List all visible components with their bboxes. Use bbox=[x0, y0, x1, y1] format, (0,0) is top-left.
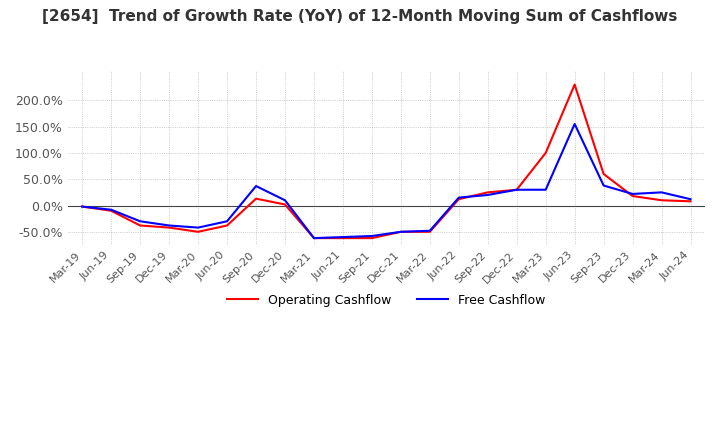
Free Cashflow bbox=[107, 207, 115, 213]
Free Cashflow bbox=[454, 195, 463, 200]
Operating Cashflow bbox=[686, 199, 695, 204]
Free Cashflow bbox=[513, 187, 521, 192]
Operating Cashflow bbox=[107, 208, 115, 213]
Operating Cashflow bbox=[570, 82, 579, 87]
Operating Cashflow bbox=[513, 187, 521, 192]
Free Cashflow bbox=[281, 198, 289, 203]
Free Cashflow bbox=[165, 223, 174, 228]
Line: Operating Cashflow: Operating Cashflow bbox=[82, 84, 690, 238]
Free Cashflow bbox=[629, 191, 637, 197]
Operating Cashflow bbox=[454, 197, 463, 202]
Operating Cashflow bbox=[599, 171, 608, 176]
Operating Cashflow bbox=[629, 194, 637, 199]
Operating Cashflow bbox=[426, 229, 434, 235]
Operating Cashflow bbox=[194, 229, 202, 235]
Free Cashflow bbox=[426, 228, 434, 233]
Operating Cashflow bbox=[281, 202, 289, 207]
Free Cashflow bbox=[194, 225, 202, 230]
Free Cashflow bbox=[686, 197, 695, 202]
Line: Free Cashflow: Free Cashflow bbox=[82, 124, 690, 238]
Operating Cashflow bbox=[310, 235, 318, 241]
Free Cashflow bbox=[78, 204, 86, 209]
Free Cashflow bbox=[570, 121, 579, 127]
Free Cashflow bbox=[599, 183, 608, 188]
Operating Cashflow bbox=[397, 229, 405, 235]
Operating Cashflow bbox=[338, 235, 347, 241]
Operating Cashflow bbox=[252, 196, 261, 202]
Operating Cashflow bbox=[368, 235, 377, 241]
Operating Cashflow bbox=[222, 223, 231, 228]
Free Cashflow bbox=[136, 219, 145, 224]
Text: [2654]  Trend of Growth Rate (YoY) of 12-Month Moving Sum of Cashflows: [2654] Trend of Growth Rate (YoY) of 12-… bbox=[42, 9, 678, 24]
Free Cashflow bbox=[657, 190, 666, 195]
Operating Cashflow bbox=[136, 223, 145, 228]
Operating Cashflow bbox=[165, 225, 174, 230]
Free Cashflow bbox=[483, 192, 492, 198]
Operating Cashflow bbox=[78, 204, 86, 209]
Free Cashflow bbox=[252, 183, 261, 189]
Free Cashflow bbox=[338, 235, 347, 240]
Operating Cashflow bbox=[657, 198, 666, 203]
Operating Cashflow bbox=[483, 190, 492, 195]
Free Cashflow bbox=[368, 233, 377, 238]
Operating Cashflow bbox=[541, 150, 550, 156]
Free Cashflow bbox=[541, 187, 550, 192]
Free Cashflow bbox=[310, 235, 318, 241]
Free Cashflow bbox=[397, 229, 405, 235]
Free Cashflow bbox=[222, 219, 231, 224]
Legend: Operating Cashflow, Free Cashflow: Operating Cashflow, Free Cashflow bbox=[222, 289, 551, 312]
